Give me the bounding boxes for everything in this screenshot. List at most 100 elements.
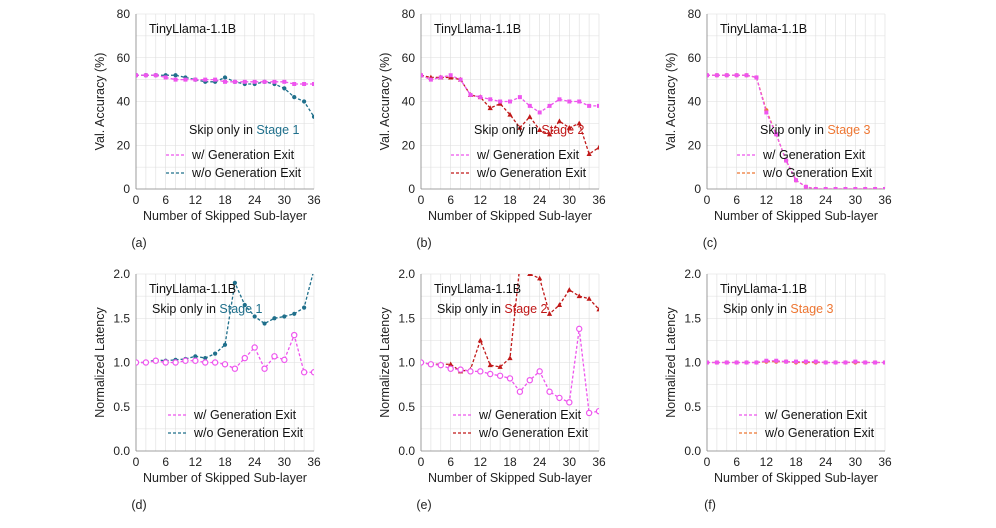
data-point <box>193 354 198 359</box>
data-point <box>302 82 307 86</box>
x-tick-label: 36 <box>592 193 606 207</box>
stage-annotation: Skip only in Stage 3 <box>760 123 871 137</box>
y-tick-label: 0.5 <box>113 400 130 414</box>
data-point <box>556 118 563 124</box>
data-point <box>537 110 542 115</box>
x-tick-label: 12 <box>189 193 203 207</box>
data-point <box>232 79 237 84</box>
annotation-stage: Stage 1 <box>256 123 299 137</box>
data-point <box>222 342 228 347</box>
annotation-stage: Stage 2 <box>504 302 547 316</box>
data-point <box>487 362 493 368</box>
data-point <box>734 73 739 78</box>
annotation-stage: Stage 3 <box>790 302 833 316</box>
data-point <box>202 359 209 366</box>
x-tick-label: 24 <box>248 193 262 207</box>
gridlines <box>420 273 600 452</box>
stage-annotation: Skip only in Stage 2 <box>474 123 585 137</box>
legend: w/ Generation Exit w/o Generation Exit <box>451 148 587 180</box>
data-point <box>291 331 298 339</box>
data-point <box>231 365 239 372</box>
data-point <box>597 103 599 108</box>
series-layer <box>136 73 314 119</box>
data-point <box>272 316 277 321</box>
data-point <box>312 267 316 271</box>
annotation-prefix: Skip only in <box>474 123 541 137</box>
data-point <box>242 302 247 308</box>
data-point <box>707 360 709 365</box>
data-point <box>312 82 314 86</box>
data-point <box>192 357 199 364</box>
y-axis-title: Normalized Latency <box>664 307 678 418</box>
data-point <box>586 151 592 156</box>
data-point <box>310 369 314 376</box>
x-tick-label: 0 <box>704 455 711 469</box>
series-layer <box>136 267 316 376</box>
y-tick-label: 0.5 <box>398 400 415 414</box>
data-point <box>526 377 533 384</box>
y-tick-label: 80 <box>688 7 702 21</box>
data-point <box>833 360 838 365</box>
y-tick-label: 2.0 <box>684 267 701 281</box>
x-tick-label: 18 <box>218 193 232 207</box>
data-point <box>547 103 552 108</box>
data-point <box>873 187 878 189</box>
x-tick-label: 18 <box>789 455 803 469</box>
y-tick-label: 20 <box>402 138 416 152</box>
data-point <box>843 360 848 365</box>
data-point <box>292 95 297 100</box>
data-point <box>468 92 473 97</box>
x-axis-title: Number of Skipped Sub-layer <box>428 471 592 485</box>
model-label: TinyLlama-1.1B <box>720 282 807 296</box>
x-tick-label: 0 <box>418 193 425 207</box>
series-layer <box>421 262 599 417</box>
data-point <box>754 360 759 365</box>
x-tick-label: 36 <box>878 455 892 469</box>
data-point <box>203 77 208 82</box>
data-point <box>457 366 464 373</box>
x-axis-title: Number of Skipped Sub-layer <box>428 209 592 223</box>
panel-label: (a) <box>131 236 146 250</box>
data-point <box>421 359 425 366</box>
data-point <box>724 73 729 78</box>
data-point <box>507 355 513 361</box>
data-point <box>252 314 257 319</box>
data-point <box>172 359 179 366</box>
data-point <box>427 361 435 368</box>
data-point <box>784 158 789 163</box>
data-point <box>576 293 582 299</box>
data-point <box>142 359 150 366</box>
x-tick-label: 30 <box>563 193 577 207</box>
data-point <box>152 357 159 364</box>
legend-label: w/ Generation Exit <box>193 408 297 422</box>
data-point <box>281 356 288 364</box>
model-label: TinyLlama-1.1B <box>149 22 236 36</box>
data-point <box>136 359 140 366</box>
data-point <box>282 86 287 91</box>
data-point <box>211 359 219 366</box>
annotation-prefix: Skip only in <box>723 302 790 316</box>
x-tick-label: 36 <box>878 193 892 207</box>
legend-label: w/o Generation Exit <box>476 166 587 180</box>
y-tick-label: 0.0 <box>398 444 415 458</box>
data-point <box>173 77 178 82</box>
data-point <box>724 360 729 365</box>
data-point <box>193 77 198 82</box>
x-tick-label: 12 <box>474 455 488 469</box>
data-point <box>707 73 709 78</box>
data-point <box>487 370 494 378</box>
legend-label: w/ Generation Exit <box>476 148 580 162</box>
y-axis-title: Val. Accuracy (%) <box>93 53 107 151</box>
panel-label: (d) <box>131 498 146 512</box>
data-point <box>437 361 444 369</box>
series-layer <box>421 72 599 156</box>
data-point <box>517 262 522 267</box>
legend-label: w/o Generation Exit <box>478 426 589 440</box>
stage-annotation: Skip only in Stage 2 <box>437 302 548 316</box>
legend-label: w/o Generation Exit <box>762 166 873 180</box>
data-point <box>203 355 208 361</box>
data-point <box>506 375 514 382</box>
x-tick-label: 0 <box>418 455 425 469</box>
